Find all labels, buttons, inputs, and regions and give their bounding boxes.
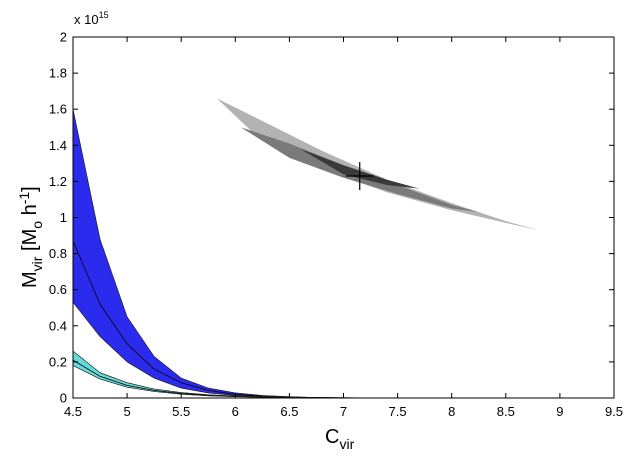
y-tick-label-7: 1.4 bbox=[49, 138, 67, 153]
x-tick-label-2: 5.5 bbox=[172, 404, 190, 419]
x-tick-label-8: 8.5 bbox=[497, 404, 515, 419]
band-upper-edge-1 bbox=[73, 350, 382, 398]
y-tick-label-8: 1.6 bbox=[49, 102, 67, 117]
x-tick-label-6: 7.5 bbox=[389, 404, 407, 419]
x-axis-title: Cvir bbox=[325, 426, 355, 452]
contour-outer bbox=[216, 98, 539, 231]
contour-mid bbox=[240, 127, 479, 213]
x-tick-label-10: 9.5 bbox=[605, 404, 623, 419]
y-tick-label-9: 1.8 bbox=[49, 66, 67, 81]
band-upper-edge-0 bbox=[73, 109, 344, 398]
y-axis-title: Mvir [Mo h-1] bbox=[16, 186, 45, 288]
y-tick-label-3: 0.6 bbox=[49, 282, 67, 297]
axis-ticks: 4.5 5 5.5 6 6.5 7 7.5 8 8.5 9 9.5 0 0.2 0.4 0.6 0.8 1 1.2… bbox=[49, 30, 623, 420]
band-1 bbox=[73, 350, 382, 398]
x-tick-label-7: 8 bbox=[448, 404, 455, 419]
y-tick-label-0: 0 bbox=[60, 391, 67, 406]
y-tick-label-10: 2 bbox=[60, 30, 67, 45]
y-multiplier: x 1015 bbox=[74, 10, 109, 27]
x-tick-label-9: 9 bbox=[556, 404, 563, 419]
x-tick-label-4: 6.5 bbox=[280, 404, 298, 419]
y-tick-label-2: 0.4 bbox=[49, 318, 67, 333]
y-tick-label-1: 0.2 bbox=[49, 354, 67, 369]
x-tick-label-1: 5 bbox=[123, 404, 130, 419]
y-tick-label-4: 0.8 bbox=[49, 246, 67, 261]
axes-frame bbox=[72, 36, 615, 399]
x-tick-label-3: 6 bbox=[232, 404, 239, 419]
y-tick-label-6: 1.2 bbox=[49, 174, 67, 189]
x-tick-label-5: 7 bbox=[340, 404, 347, 419]
y-tick-label-5: 1 bbox=[60, 210, 67, 225]
x-tick-label-0: 4.5 bbox=[64, 404, 82, 419]
data-marks bbox=[73, 98, 539, 398]
